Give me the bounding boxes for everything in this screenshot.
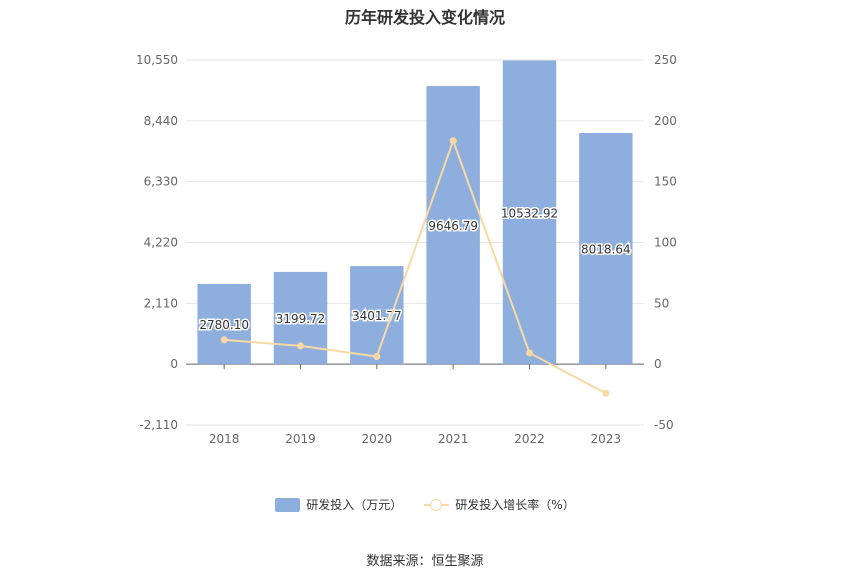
growth-point (220, 336, 228, 344)
bar (197, 284, 251, 365)
legend-line-swatch (424, 498, 450, 512)
y-left-tick-label: 2,110 (144, 296, 178, 310)
x-tick-label: 2020 (362, 432, 393, 446)
x-tick-label: 2022 (514, 432, 545, 446)
data-source: 数据来源：恒生聚源 (366, 554, 484, 569)
chart-title: 历年研发投入变化情况 (344, 8, 505, 27)
y-right-tick-label: 150 (654, 175, 677, 189)
bar-data-label: 3401.77 (352, 309, 402, 323)
bar-data-label: 3199.72 (276, 312, 326, 326)
y-left-tick-label: 6,330 (144, 175, 178, 189)
bar (579, 132, 633, 365)
y-left-tick-label: -2,110 (139, 418, 178, 432)
y-left-tick-label: 10,550 (136, 53, 178, 67)
y-right-tick-label: 0 (654, 357, 662, 371)
bar-data-label: 2780.10 (199, 318, 249, 332)
y-left-tick-label: 4,220 (144, 236, 178, 250)
chart-plot: -2,110 0 2,110 4,220 6,330 8,440 10,550 -50 0 50 1… (136, 53, 677, 446)
chart-legend: 研发投入（万元） 研发投入增长率（%） (0, 496, 850, 513)
bar (426, 86, 480, 365)
legend-line-label: 研发投入增长率（%） (455, 498, 575, 512)
growth-point (297, 342, 304, 350)
growth-point (373, 353, 381, 361)
bar-data-label: 8018.64 (581, 243, 631, 257)
x-tick-label: 2018 (209, 432, 240, 446)
legend-item-line[interactable]: 研发投入增长率（%） (424, 496, 575, 513)
growth-point (526, 349, 533, 357)
bar-data-label: 9646.79 (428, 219, 478, 233)
bar (350, 266, 404, 365)
y-right-tick-label: 250 (654, 53, 677, 67)
y-left-tick-label: 8,440 (144, 114, 178, 128)
bar-data-label: 10532.92 (501, 206, 558, 220)
bar (502, 60, 557, 365)
y-right-tick-label: 100 (654, 236, 677, 250)
y-left-tick-label: 0 (170, 357, 178, 371)
x-tick-label: 2019 (285, 432, 316, 446)
y-right-tick-label: 50 (654, 296, 669, 310)
y-right-tick-label: -50 (654, 418, 674, 432)
x-tick-label: 2021 (438, 432, 469, 446)
growth-point (602, 389, 610, 397)
legend-bar-swatch (275, 497, 301, 512)
legend-bar-label: 研发投入（万元） (306, 498, 403, 512)
legend-item-bar[interactable]: 研发投入（万元） (275, 496, 402, 513)
x-tick-label: 2023 (591, 432, 622, 446)
y-right-tick-label: 200 (654, 114, 677, 128)
growth-point (449, 137, 457, 145)
growth-line (224, 137, 607, 395)
